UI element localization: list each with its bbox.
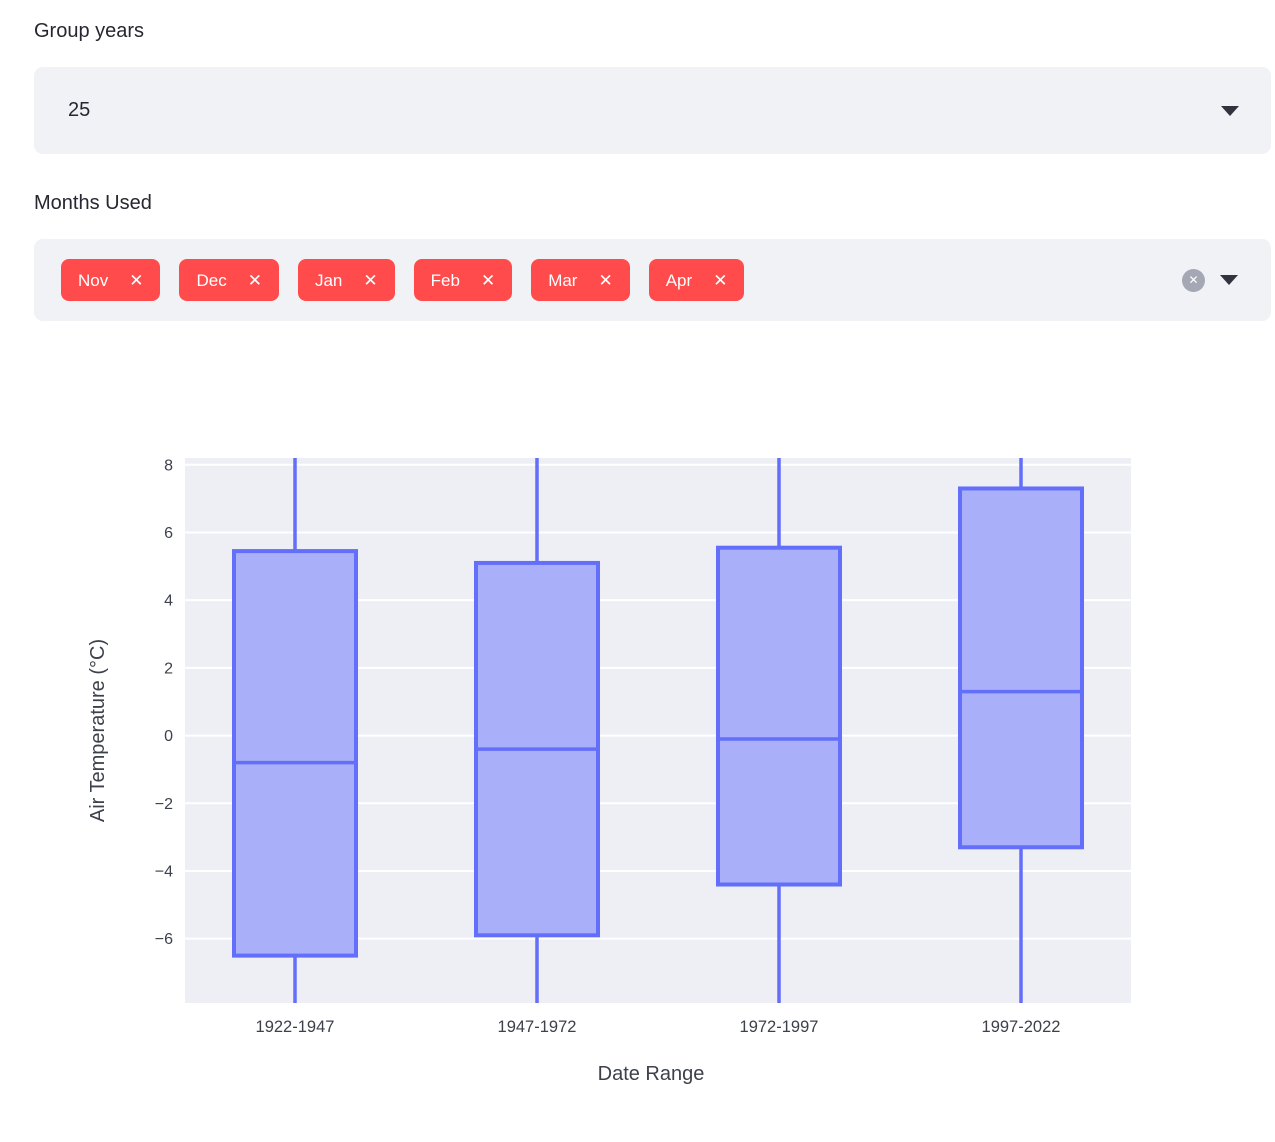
month-chip-jan[interactable]: Jan ✕ <box>297 259 395 301</box>
box-1922-1947[interactable] <box>232 549 358 958</box>
group-years-select[interactable]: 25 <box>34 67 1271 154</box>
month-chip-label: Dec <box>196 270 227 290</box>
month-chip-label: Apr <box>665 270 693 290</box>
chevron-down-icon[interactable] <box>1221 105 1239 116</box>
x-tick-label: 1997-2022 <box>982 1018 1061 1036</box>
months-used-control: Months Used Nov ✕ Dec ✕ Jan ✕ Feb ✕ Mar ✕ Apr ✕ ✕ <box>34 192 1271 321</box>
x-tick-label: 1922-1947 <box>256 1018 335 1036</box>
month-chip-mar[interactable]: Mar ✕ <box>531 259 630 301</box>
clear-all-icon[interactable]: ✕ <box>1182 268 1205 292</box>
x-axis-title: Date Range <box>598 1063 705 1085</box>
remove-month-icon[interactable]: ✕ <box>363 270 378 290</box>
month-chip-list: Nov ✕ Dec ✕ Jan ✕ Feb ✕ Mar ✕ Apr ✕ <box>61 259 745 301</box>
x-tick-label: 1947-1972 <box>498 1018 577 1036</box>
box-1997-2022[interactable] <box>958 486 1084 850</box>
remove-month-icon[interactable]: ✕ <box>247 270 262 290</box>
group-years-label: Group years <box>34 20 145 42</box>
month-chip-apr[interactable]: Apr ✕ <box>648 259 745 301</box>
month-chip-label: Jan <box>314 270 343 290</box>
y-tick-label: 8 <box>164 457 173 474</box>
month-chip-label: Mar <box>548 270 578 290</box>
y-tick-label: −4 <box>155 863 173 880</box>
x-tick-label: 1972-1997 <box>740 1018 819 1036</box>
months-used-multiselect[interactable]: Nov ✕ Dec ✕ Jan ✕ Feb ✕ Mar ✕ Apr ✕ ✕ <box>34 239 1271 321</box>
remove-month-icon[interactable]: ✕ <box>480 270 496 290</box>
y-tick-label: −6 <box>155 931 173 948</box>
y-axis-title: Air Temperature (°C) <box>87 639 109 822</box>
months-used-label: Months Used <box>34 192 152 214</box>
y-tick-label: 4 <box>164 593 173 610</box>
month-chip-dec[interactable]: Dec ✕ <box>179 259 279 301</box>
y-tick-label: −2 <box>155 796 173 813</box>
group-years-value: 25 <box>68 99 91 121</box>
chevron-down-icon[interactable] <box>1220 275 1238 285</box>
month-chip-nov[interactable]: Nov ✕ <box>61 259 161 301</box>
remove-month-icon[interactable]: ✕ <box>598 270 613 290</box>
month-chip-label: Feb <box>430 270 460 290</box>
y-tick-label: 0 <box>164 728 173 745</box>
remove-month-icon[interactable]: ✕ <box>713 270 728 290</box>
boxplot-chart: 8 6 4 2 0 −2 −4 −6 1922-1947 1947-1972 1972-1997 19… <box>0 428 1275 1118</box>
y-tick-label: 6 <box>164 525 173 542</box>
y-tick-label: 2 <box>164 660 173 677</box>
boxplot-svg: 8 6 4 2 0 −2 −4 −6 1922-1947 1947-1972 1972-1997 19… <box>87 457 1131 1085</box>
multiselect-actions: ✕ <box>1182 268 1238 292</box>
remove-month-icon[interactable]: ✕ <box>129 270 144 290</box>
box-1972-1997[interactable] <box>716 545 842 887</box>
month-chip-label: Nov <box>78 270 109 290</box>
group-years-control: Group years 25 <box>34 0 1271 154</box>
month-chip-feb[interactable]: Feb ✕ <box>413 259 513 301</box>
